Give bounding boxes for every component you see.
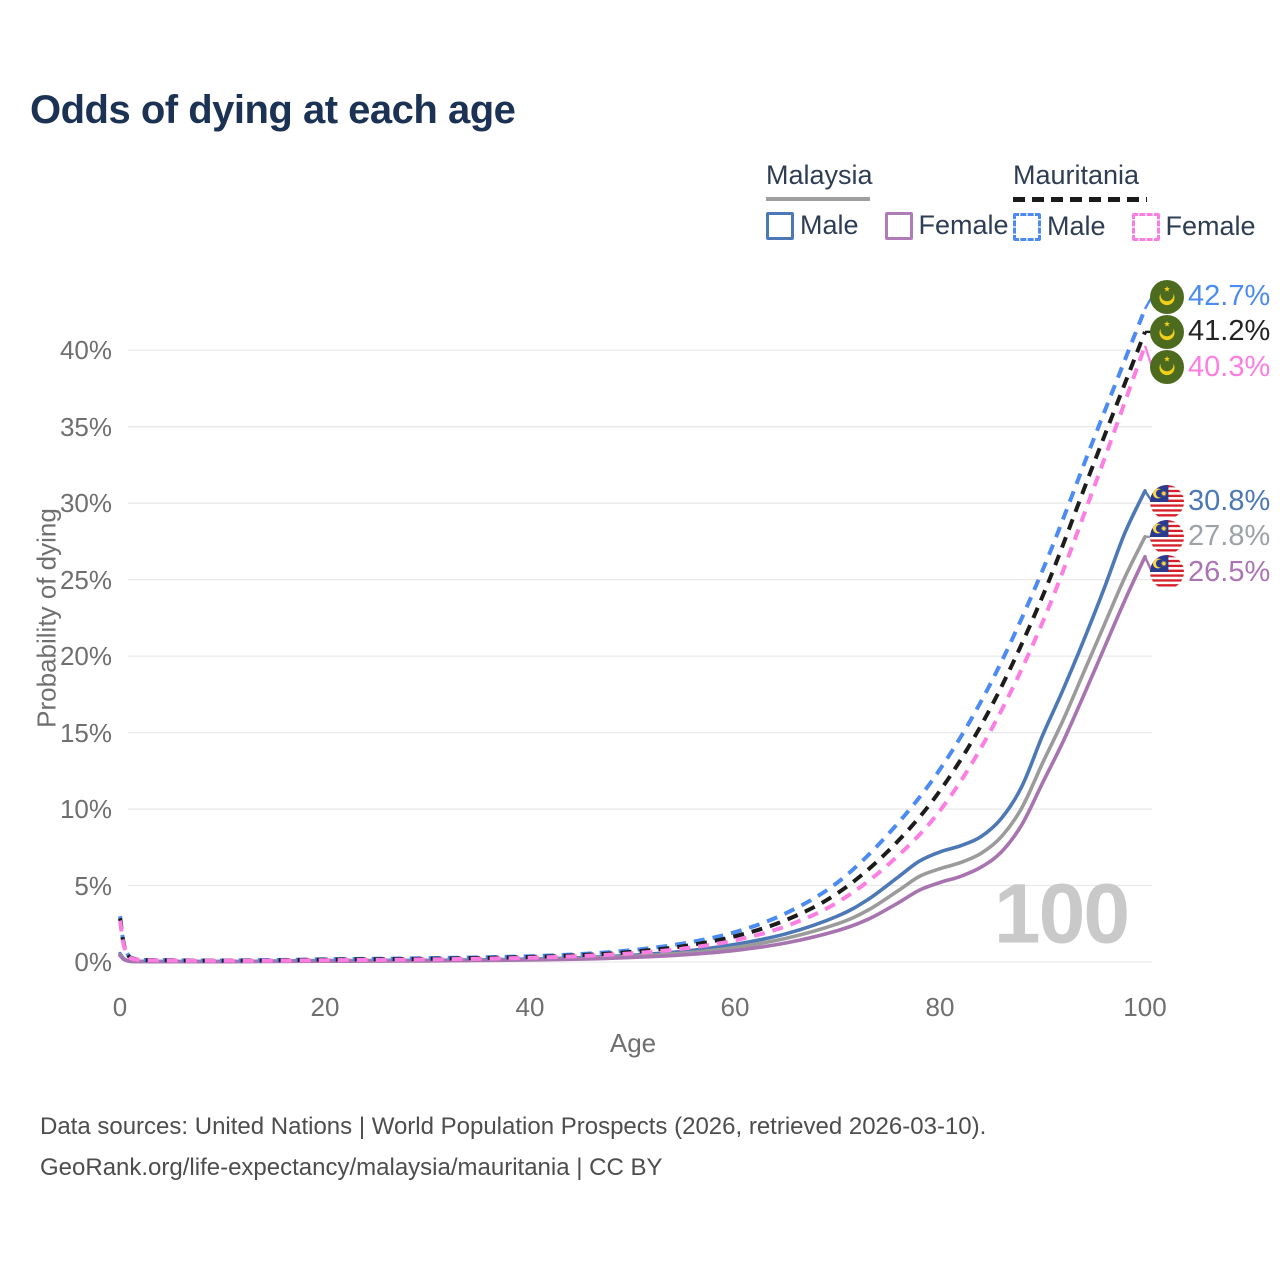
legend-swatch-malaysia-male[interactable] <box>766 211 794 240</box>
y-tick-label-40: 40% <box>59 335 112 366</box>
footer: Data sources: United Nations | World Pop… <box>40 1106 986 1188</box>
age-watermark: 100 <box>993 866 1130 961</box>
line-malaysia-average <box>118 535 1147 964</box>
legend-swatch-mauritania-female[interactable] <box>1131 212 1160 241</box>
end-label-malaysia-male: 30.8% <box>1150 484 1271 519</box>
flag-mauritania-icon <box>1150 279 1184 314</box>
end-value-mauritania-average: 41.2% <box>1188 315 1271 348</box>
legend-label-mauritania-male[interactable]: Male <box>1047 211 1106 241</box>
end-label-malaysia-female: 26.5% <box>1150 555 1271 590</box>
x-axis-title: Age <box>609 1028 657 1058</box>
end-label-mauritania-male: 42.7% <box>1150 279 1271 314</box>
legend-underline-mauritania-dashed <box>1013 197 1147 202</box>
end-value-malaysia-female: 26.5% <box>1188 555 1271 588</box>
x-tick-label-100: 100 <box>1123 992 1167 1022</box>
end-value-mauritania-female: 40.3% <box>1188 350 1271 383</box>
flag-mauritania-icon <box>1150 350 1184 385</box>
flag-malaysia-icon <box>1150 519 1184 554</box>
end-value-malaysia-male: 30.8% <box>1188 485 1271 518</box>
legend-label-mauritania-female[interactable]: Female <box>1165 211 1256 241</box>
end-value-mauritania-male: 42.7% <box>1188 280 1271 313</box>
y-tick-label-35: 35% <box>59 411 112 442</box>
x-tick-label-40: 40 <box>515 992 545 1022</box>
y-tick-label-15: 15% <box>59 717 112 748</box>
page-title: Odds of dying at each age <box>30 88 516 132</box>
line-mauritania-male <box>118 308 1147 963</box>
x-tick-label-20: 20 <box>310 992 340 1022</box>
footer-data-sources: Data sources: United Nations | World Pop… <box>40 1113 987 1140</box>
y-tick-label-25: 25% <box>59 564 112 595</box>
line-mauritania-female <box>118 345 1147 963</box>
y-tick-label-20: 20% <box>59 641 112 672</box>
legend-country-mauritania[interactable]: Mauritania <box>1013 160 1140 190</box>
flag-mauritania-icon <box>1150 314 1184 349</box>
legend-label-malaysia-female[interactable]: Female <box>918 210 1009 240</box>
legend-underline-malaysia-solid <box>766 197 870 201</box>
legend-swatch-mauritania-male[interactable] <box>1013 212 1041 241</box>
y-tick-label-30: 30% <box>59 488 112 519</box>
flag-malaysia-icon <box>1150 484 1184 519</box>
end-label-mauritania-average: 41.2% <box>1150 314 1271 349</box>
legend-group-malaysia: Malaysia Male Female <box>766 160 1035 241</box>
x-tick-label-60: 60 <box>720 992 750 1022</box>
legend-country-malaysia[interactable]: Malaysia <box>766 160 873 190</box>
line-malaysia-female <box>118 554 1147 964</box>
x-tick-label-0: 0 <box>112 992 128 1022</box>
x-tick-label-80: 80 <box>925 992 955 1022</box>
y-axis-title: Probability of dying <box>31 508 62 728</box>
legend-group-mauritania: Mauritania Male Female <box>1013 160 1280 242</box>
y-tick-label-10: 10% <box>59 794 112 825</box>
legend-label-malaysia-male[interactable]: Male <box>800 210 859 240</box>
y-tick-label-5: 5% <box>74 870 112 901</box>
legend-swatch-malaysia-female[interactable] <box>884 211 913 240</box>
flag-malaysia-icon <box>1150 555 1184 590</box>
y-tick-label-0: 0% <box>74 947 112 977</box>
end-label-malaysia-average: 27.8% <box>1150 519 1271 554</box>
footer-attribution-link: GeoRank.org/life-expectancy/malaysia/mau… <box>40 1154 663 1181</box>
end-label-mauritania-female: 40.3% <box>1150 350 1271 385</box>
end-value-malaysia-average: 27.8% <box>1188 520 1271 553</box>
